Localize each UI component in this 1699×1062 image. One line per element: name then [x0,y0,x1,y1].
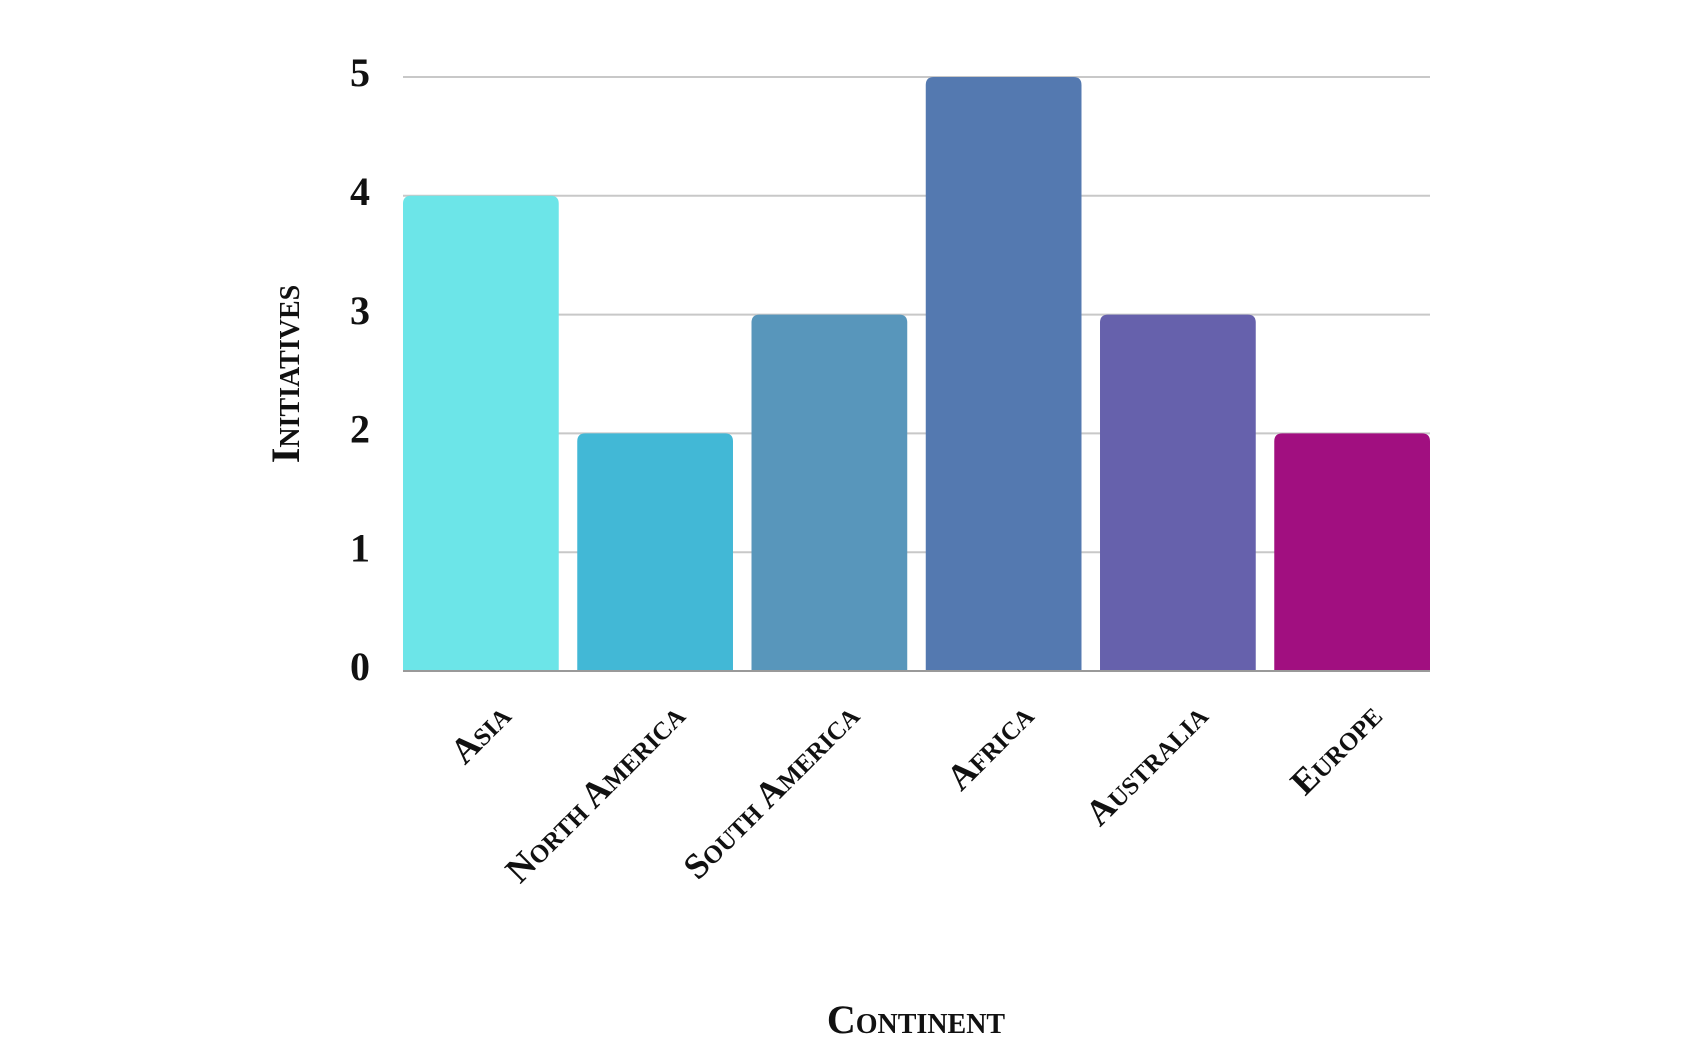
x-tick-label: South America [675,695,867,887]
y-tick-label: 2 [350,407,370,452]
y-tick-label: 5 [350,50,370,95]
y-tick-label: 1 [350,525,370,570]
x-tick-label: Africa [938,695,1041,798]
bar [751,314,908,671]
bar [577,433,733,671]
x-axis-title: Continent [827,997,1006,1042]
y-tick-label: 3 [350,288,370,333]
x-tick-label: North America [498,695,693,890]
x-tick-label: Europe [1282,695,1389,802]
bar [1274,433,1430,671]
x-tick-label: Asia [442,695,518,771]
bar [403,195,559,672]
bar [1100,314,1256,671]
x-tick-label: Australia [1077,695,1215,833]
bar [925,77,1082,671]
y-axis-title: Initiatives [263,285,308,463]
y-tick-label: 4 [350,169,370,214]
y-tick-label: 0 [350,644,370,689]
